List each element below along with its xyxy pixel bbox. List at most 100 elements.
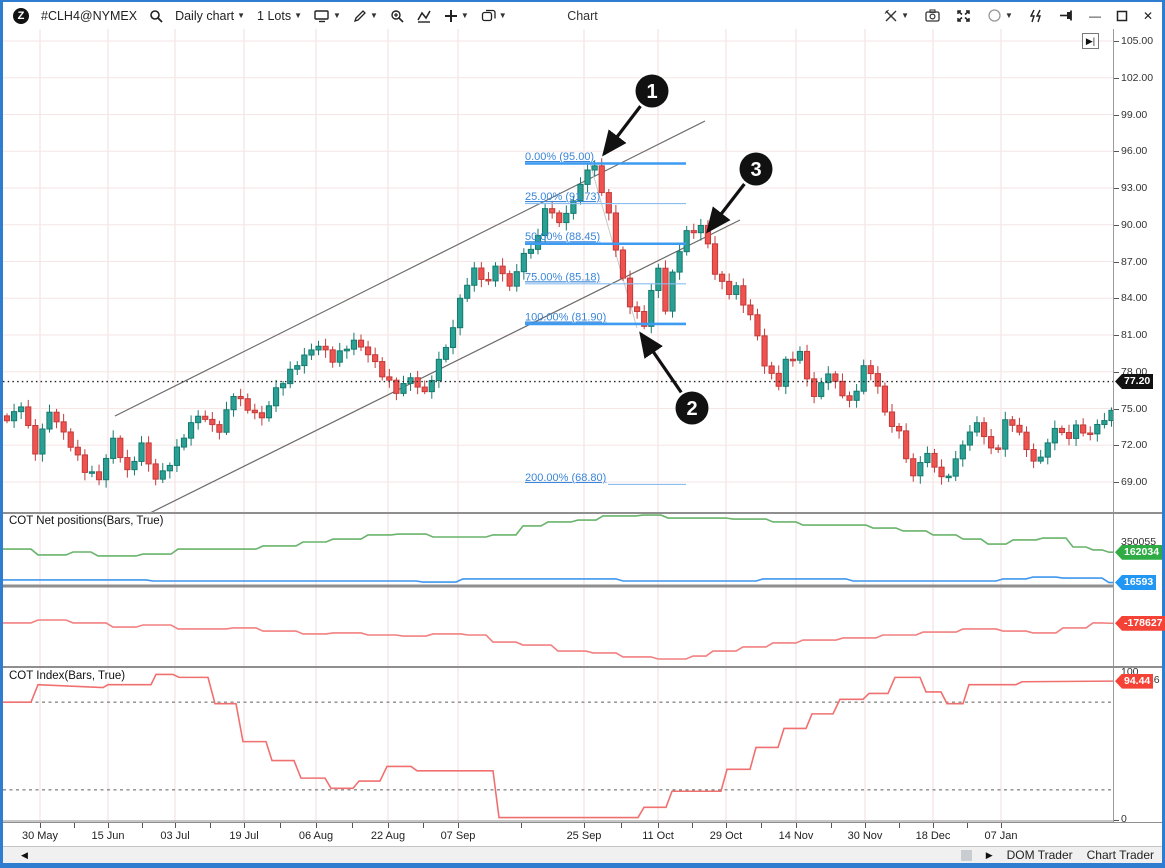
date-label: 06 Aug: [298, 830, 334, 842]
annotation-number: 3: [750, 159, 761, 181]
zoom-in-icon: [391, 9, 404, 23]
date-axis[interactable]: 30 May 15 Jun 03 Jul 19 Jul 06 Aug 22 Aug 07 S…: [3, 822, 1162, 846]
panel-divider[interactable]: [3, 666, 1162, 668]
cot-net-lines: [3, 514, 1113, 660]
hotkeys-icon: [1029, 9, 1041, 22]
annotation-number: 2: [686, 398, 697, 420]
hotkeys-button[interactable]: [1025, 7, 1047, 25]
status-expand-icon[interactable]: ▶: [985, 849, 993, 860]
fib-level-label[interactable]: 200.00% (68.80): [525, 472, 606, 484]
chevron-down-icon: ▼: [294, 10, 303, 20]
shape-dropdown[interactable]: ▼: [983, 6, 1017, 25]
candle: [173, 446, 181, 466]
annotation-arrow: [602, 105, 642, 157]
fullscreen-icon: [957, 9, 970, 22]
period-dropdown[interactable]: Daily chart ▼: [171, 7, 249, 25]
date-tick: [423, 823, 424, 828]
candle: [881, 385, 889, 413]
cot-green-value-badge: 162034: [1115, 544, 1163, 560]
annotations-layer[interactable]: 1 2 3: [602, 74, 773, 425]
add-dropdown[interactable]: ▼: [440, 7, 473, 25]
axis-tick: [1114, 298, 1119, 300]
candle: [683, 230, 690, 253]
candle: [641, 310, 648, 327]
candle: [336, 350, 343, 363]
screenshot-button[interactable]: [921, 7, 944, 24]
annotation-circle-2[interactable]: [675, 391, 709, 425]
candle: [648, 289, 655, 327]
price-axis-pane[interactable]: 350055 -381946 100 0 77.20 162034 16593 …: [1113, 29, 1165, 825]
lots-label: 1 Lots: [257, 8, 292, 23]
candle: [655, 267, 662, 291]
layout-dropdown[interactable]: ▼: [477, 7, 511, 25]
monitor-dropdown[interactable]: ▼: [310, 7, 345, 25]
candle: [492, 265, 499, 282]
zoom-in-button[interactable]: [386, 7, 408, 25]
candle: [350, 339, 358, 350]
candle: [931, 452, 938, 468]
candle: [152, 463, 159, 480]
candle: [223, 409, 230, 433]
fib-level-label[interactable]: 25.00% (91.73): [525, 191, 600, 203]
fib-level-label[interactable]: 50.00% (88.45): [525, 231, 600, 243]
candle: [357, 339, 365, 348]
chevron-down-icon: ▼: [369, 10, 378, 20]
candle: [145, 442, 152, 465]
candle: [832, 373, 839, 382]
candle: [874, 373, 881, 387]
scroll-left-icon[interactable]: ◀: [21, 849, 28, 860]
minimize-button[interactable]: —: [1088, 8, 1101, 23]
candle: [67, 431, 74, 448]
candle: [768, 365, 775, 374]
draw-dropdown[interactable]: ▼: [349, 7, 382, 25]
lots-dropdown[interactable]: 1 Lots ▼: [253, 7, 306, 25]
price-tick-label: 96.00: [1121, 145, 1148, 158]
candle: [46, 411, 53, 430]
pin-button[interactable]: [1055, 7, 1078, 24]
candle: [1094, 423, 1101, 435]
candle: [980, 422, 988, 438]
candle: [973, 422, 981, 433]
go-to-latest-bar-icon[interactable]: ▶|: [1082, 33, 1099, 49]
candle: [612, 212, 619, 251]
annotation-circle-3[interactable]: [739, 152, 773, 186]
annotation-circle-1[interactable]: [635, 74, 669, 108]
fib-level-label[interactable]: 75.00% (85.18): [525, 271, 600, 283]
cot-net-panel-title: COT Net positions(Bars, True): [9, 515, 164, 527]
candle: [39, 428, 46, 455]
tab-dom-trader[interactable]: DOM Trader: [1006, 848, 1073, 862]
search-icon[interactable]: [145, 7, 167, 25]
fibonacci-retracement[interactable]: 0.00% (95.00) 25.00% (91.73) 50.00% (88.45…: [525, 151, 686, 486]
candle: [775, 372, 782, 387]
candle: [372, 354, 379, 363]
symbol-label[interactable]: #CLH4@NYMEX: [41, 8, 138, 23]
fib-level-label[interactable]: 100.00% (81.90): [525, 311, 606, 323]
crosshair-dropdown[interactable]: ▼: [880, 7, 913, 25]
candle: [60, 421, 67, 433]
candle: [995, 447, 1002, 450]
candle: [825, 373, 832, 384]
candle: [393, 379, 400, 394]
panel-divider[interactable]: [3, 512, 1162, 514]
date-label: 03 Jul: [160, 830, 190, 842]
maximize-button[interactable]: [1112, 8, 1132, 24]
candle: [287, 368, 294, 385]
fib-level-label[interactable]: 0.00% (95.00): [525, 151, 594, 163]
candle: [506, 273, 513, 287]
tab-chart-trader[interactable]: Chart Trader: [1086, 848, 1154, 862]
date-tick: [933, 823, 934, 828]
app-logo[interactable]: Z: [9, 6, 33, 26]
candle: [733, 285, 740, 295]
candle: [187, 422, 195, 439]
pencil-icon: [353, 9, 366, 22]
indicator-button[interactable]: [412, 7, 436, 25]
candle: [527, 248, 535, 254]
chart-canvas[interactable]: 0.00% (95.00) 25.00% (91.73) 50.00% (88.45…: [3, 29, 1113, 822]
fullscreen-button[interactable]: [952, 7, 975, 25]
status-square-icon[interactable]: [960, 849, 972, 861]
close-button[interactable]: ✕: [1142, 8, 1153, 23]
candle: [761, 335, 768, 367]
price-tick-label: 75.00: [1121, 402, 1148, 415]
candle: [414, 377, 421, 388]
candle: [888, 411, 896, 427]
